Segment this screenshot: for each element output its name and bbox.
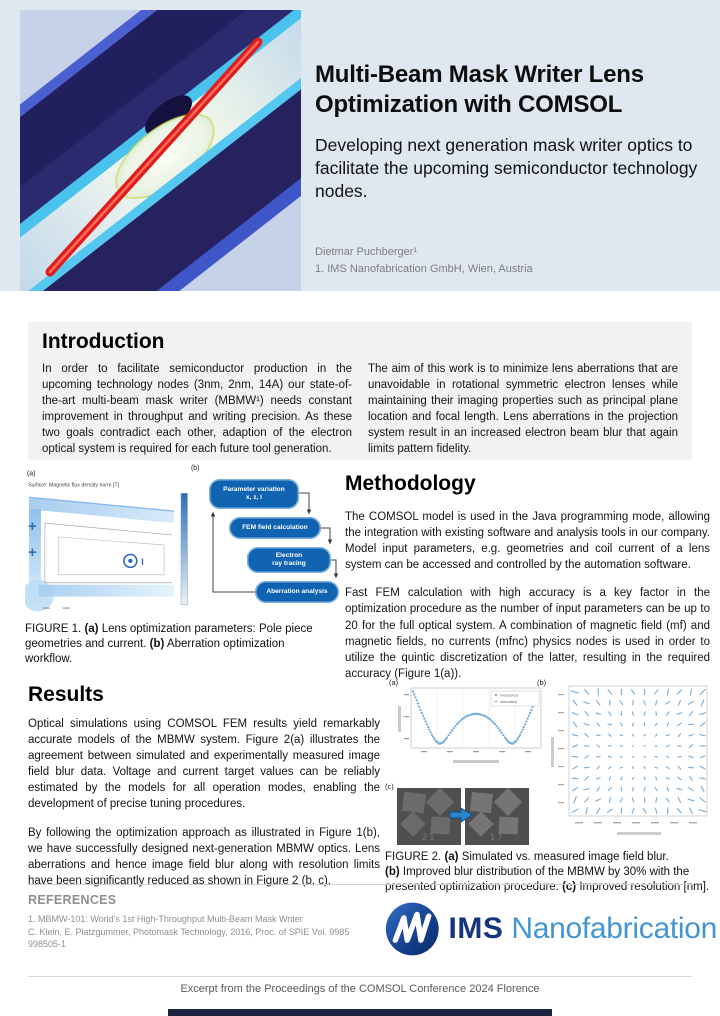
resolution-value-after: 17 — [489, 833, 505, 843]
caption-text: FIGURE 1. — [25, 623, 85, 635]
caption-text: Simulated vs. measured image field blur. — [458, 851, 669, 863]
caption-text: Aberration optimization workflow. — [25, 637, 285, 665]
logo-text-nanofabrication: Nanofabrication — [511, 912, 717, 945]
references-section: REFERENCES 1. MBMW-101: World's 1st High… — [28, 893, 380, 951]
hero-simulation-image — [0, 0, 417, 389]
figure2-panels: (a) measured simulated (b) — [385, 676, 715, 846]
methodology-heading: Methodology — [345, 472, 476, 495]
caption-text: Improved resolution [nm]. — [576, 880, 710, 893]
flowchart-step-ray-tracing: Electron ray tracing — [246, 547, 331, 573]
figure2-panel-a-chart: measured simulated — [398, 687, 542, 763]
improvement-arrow-icon — [449, 807, 473, 823]
flowchart-step-parameter-variation: Parameter variation x, z, I — [208, 479, 299, 509]
footer-text: Excerpt from the Proceedings of the COMS… — [180, 983, 540, 995]
svg-text:(a): (a) — [27, 470, 35, 477]
methodology-para2: Fast FEM calculation with high accuracy … — [345, 587, 710, 680]
results-heading: Results — [28, 683, 104, 706]
flowchart-step-fem-calculation: FEM field calculation — [228, 517, 321, 539]
figure2-panel-a-label: (a) — [389, 678, 399, 687]
svg-text:simulated: simulated — [500, 699, 517, 704]
caption-bold: (c) — [562, 880, 577, 893]
results-section: Results Optical simulations using COMSOL… — [28, 683, 380, 889]
references-heading: REFERENCES — [28, 893, 117, 907]
sem-image-after: 17 — [465, 788, 529, 845]
figure1-caption: FIGURE 1. (a) Lens optimization paramete… — [25, 622, 327, 667]
title-block: Multi-Beam Mask Writer Lens Optimization… — [315, 60, 709, 278]
figure1-panel-b-label: (b) — [190, 465, 200, 472]
page-subtitle: Developing next generation mask writer o… — [315, 134, 698, 202]
introduction-section: Introduction In order to facilitate semi… — [28, 322, 692, 460]
svg-text:+: + — [28, 519, 37, 535]
flowchart-connectors — [210, 492, 339, 593]
figure2: (a) measured simulated (b) — [385, 676, 715, 895]
ims-logo-icon — [385, 902, 439, 956]
results-para2: By following the optimization approach a… — [28, 826, 380, 887]
caption-bold: (b) — [149, 637, 165, 650]
figure2-caption: FIGURE 2. (a) Simulated vs. measured ima… — [385, 850, 715, 895]
svg-text:Surface: Magnetic flux density: Surface: Magnetic flux density norm [T] — [28, 482, 120, 488]
svg-text:measured: measured — [500, 693, 518, 698]
figure2-panel-b-chart — [551, 685, 708, 835]
lens-simulation-render-icon — [0, 0, 417, 389]
caption-text: Improved blur distribution of the MBMW b… — [385, 865, 690, 893]
author-affiliation: 1. IMS Nanofabrication GmbH, Wien, Austr… — [315, 262, 533, 275]
caption-text: Lens optimization parameters: Pole piece… — [25, 623, 313, 650]
figure2-panel-c-label: (c) — [385, 782, 394, 791]
svg-text:I: I — [141, 557, 143, 567]
plus-icon: + — [28, 545, 37, 561]
figure1: (a) Surface: Magnetic flux density norm … — [25, 465, 340, 667]
ims-nanofabrication-logo: IMS Nanofabrication — [385, 897, 717, 961]
introduction-col2: The aim of this work is to minimize lens… — [368, 363, 678, 456]
introduction-columns: In order to facilitate semiconductor pro… — [42, 361, 678, 458]
figure1-panels: (a) Surface: Magnetic flux density norm … — [25, 465, 340, 613]
footer-divider — [28, 976, 692, 977]
page-title: Multi-Beam Mask Writer Lens Optimization… — [315, 61, 644, 118]
methodology-section: Methodology The COMSOL model is used in … — [345, 472, 710, 682]
caption-text: FIGURE 2. — [385, 851, 445, 863]
figure1-panel-b-flowchart: (b) Parameter variation x, z, I FEM fiel… — [189, 465, 340, 613]
caption-bold: (b) — [385, 865, 400, 878]
flowchart-step-aberration-analysis: Aberration analysis — [254, 581, 339, 603]
introduction-heading: Introduction — [42, 330, 165, 353]
caption-bold: (a) — [84, 623, 99, 635]
reference-entry: 1. MBMW-101: World's 1st High-Throughput… — [28, 914, 350, 950]
logo-text-ims: IMS — [448, 912, 504, 945]
resolution-value-before: 21 — [421, 833, 437, 843]
header-band: Multi-Beam Mask Writer Lens Optimization… — [0, 0, 720, 389]
author-name: Dietmar Puchberger¹ — [315, 245, 418, 258]
bottom-strip — [168, 1009, 552, 1016]
results-para1: Optical simulations using COMSOL FEM res… — [28, 718, 380, 811]
introduction-col1: In order to facilitate semiconductor pro… — [42, 363, 352, 456]
section-divider — [28, 884, 692, 885]
figure1-panel-a-plot: (a) Surface: Magnetic flux density norm … — [25, 470, 188, 612]
methodology-para1: The COMSOL model is used in the Java pro… — [345, 511, 710, 572]
figure2-panel-b-label: (b) — [537, 678, 547, 687]
author-block: Dietmar Puchberger¹ 1. IMS Nanofabricati… — [315, 244, 709, 278]
caption-bold: (a) — [444, 851, 459, 863]
